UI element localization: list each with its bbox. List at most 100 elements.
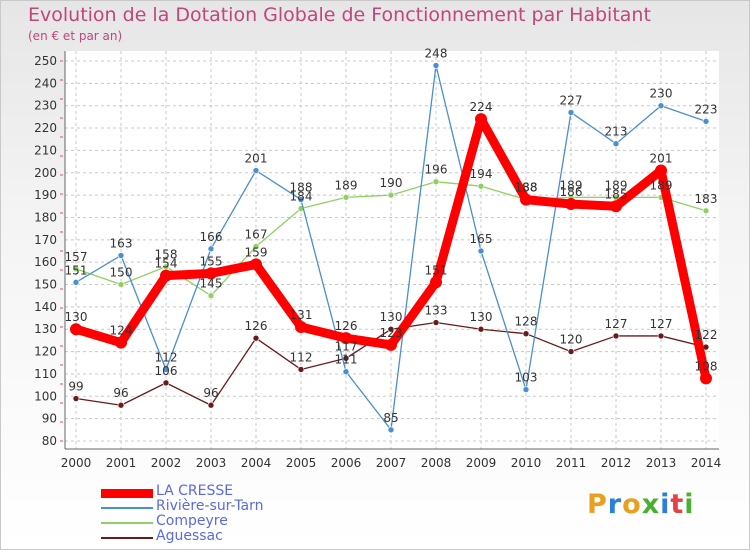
data-label: 201 [245,152,268,166]
x-tick-label: 2008 [421,456,452,470]
data-label: 151 [65,263,88,277]
data-point [432,319,440,326]
data-point [387,325,395,333]
data-label: 151 [425,263,448,277]
data-label: 223 [695,102,718,116]
data-label: 106 [155,364,178,378]
data-point [340,332,352,345]
data-point [700,372,712,385]
data-point [162,379,170,387]
x-tick-label: 2007 [376,456,407,470]
data-point [252,167,260,174]
y-tick-label: 80 [42,434,57,448]
x-tick-label: 2001 [106,456,137,470]
data-label: 165 [470,232,493,246]
data-label: 120 [560,333,583,347]
data-label: 85 [383,411,398,425]
data-point [162,366,170,373]
data-point [432,178,440,186]
legend-swatch [101,537,153,539]
data-point [702,207,710,215]
data-label: 127 [650,317,673,331]
x-tick-label: 2005 [286,456,317,470]
x-tick-label: 2011 [556,456,587,470]
data-label: 196 [425,163,448,177]
data-label: 224 [470,100,493,114]
data-label: 230 [650,87,673,101]
data-point [207,292,215,300]
y-tick-label: 90 [42,412,57,426]
data-label: 155 [200,254,223,268]
x-tick-label: 2002 [151,456,182,470]
data-label: 158 [155,248,178,262]
data-point [477,247,485,255]
data-label: 122 [695,328,718,342]
data-label: 194 [470,167,493,181]
data-label: 188 [515,181,538,195]
data-label: 188 [515,181,538,195]
data-point [657,332,665,340]
data-label: 96 [203,386,218,400]
data-label: 108 [695,359,718,373]
y-tick-label: 150 [34,278,57,292]
data-label: 133 [425,304,448,318]
data-label: 123 [380,326,403,340]
data-point [565,198,577,211]
data-label: 166 [200,230,223,244]
legend-swatch [101,507,153,509]
data-label: 150 [110,266,133,280]
data-label: 227 [560,93,583,107]
legend-swatch [101,488,153,498]
data-point [252,243,260,250]
data-label: 127 [605,317,628,331]
data-point [477,182,485,190]
data-point [117,252,125,259]
data-point [117,401,125,409]
data-label: 124 [110,324,133,338]
data-point [475,113,487,126]
data-label: 112 [155,350,178,364]
data-point [72,395,80,402]
data-label: 145 [200,277,223,291]
data-point [70,323,82,336]
data-point [117,281,125,288]
x-tick-label: 2012 [601,456,632,470]
data-label: 183 [695,192,718,206]
data-label: 103 [515,371,538,385]
data-point [387,426,395,434]
data-point [387,191,395,199]
data-label: 159 [245,245,268,259]
data-label: 189 [335,178,358,192]
data-label: 213 [605,125,628,139]
data-label: 167 [245,228,268,242]
data-point [252,334,260,342]
data-point [612,332,620,340]
data-point [430,276,442,289]
data-label: 248 [425,46,448,60]
x-tick-label: 2004 [241,456,272,470]
data-point [522,386,530,393]
x-tick-label: 2003 [196,456,227,470]
data-label: 163 [110,236,133,250]
data-point [385,338,397,351]
y-tick-label: 130 [34,322,57,336]
y-tick-label: 210 [34,143,57,157]
data-point [522,330,530,338]
y-tick-label: 180 [34,210,57,224]
data-label: 99 [68,380,83,394]
data-point [250,258,262,271]
data-point [295,321,307,333]
y-tick-label: 240 [34,76,57,90]
y-tick-label: 140 [34,300,57,314]
y-tick-label: 160 [34,255,57,269]
y-tick-label: 170 [34,233,57,247]
data-label: 185 [605,187,628,201]
x-tick-label: 2000 [61,456,92,470]
data-point [702,118,710,125]
data-point [342,368,350,376]
data-label: 188 [290,181,313,195]
legend-label: LA CRESSE [156,483,234,499]
plot-area [65,51,719,449]
